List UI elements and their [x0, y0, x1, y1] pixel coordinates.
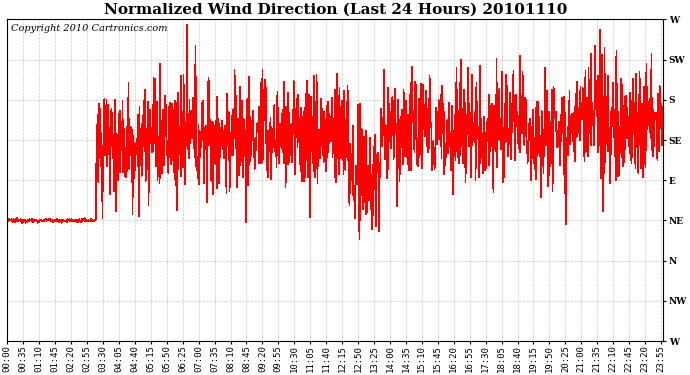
- Text: Copyright 2010 Cartronics.com: Copyright 2010 Cartronics.com: [10, 24, 167, 33]
- Title: Normalized Wind Direction (Last 24 Hours) 20101110: Normalized Wind Direction (Last 24 Hours…: [104, 3, 567, 17]
